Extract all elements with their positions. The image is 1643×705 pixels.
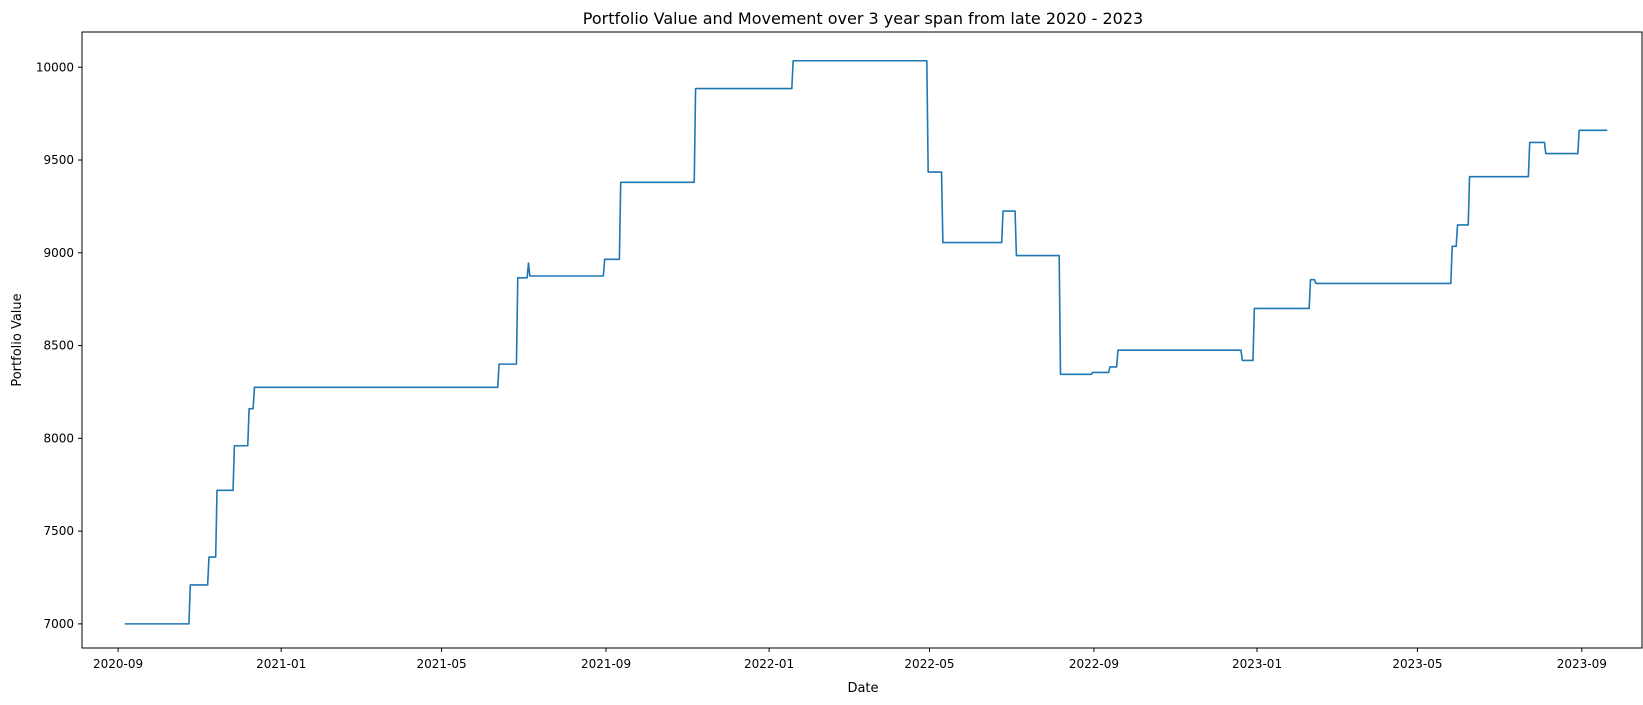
- y-tick-label: 8500: [43, 339, 74, 353]
- axes: [81, 31, 1643, 649]
- x-tick-label: 2022-05: [904, 657, 954, 671]
- x-axis-label: Date: [847, 681, 878, 696]
- y-tick-label: 7000: [43, 617, 74, 631]
- y-tick-label: 9000: [43, 246, 74, 260]
- series-group: [124, 59, 1608, 625]
- y-tick-label: 9500: [43, 153, 74, 167]
- x-tick-label: 2021-09: [581, 657, 631, 671]
- x-tick-label: 2023-05: [1392, 657, 1442, 671]
- x-tick-label: 2022-01: [744, 657, 794, 671]
- x-tick-label: 2021-05: [417, 657, 467, 671]
- x-tick-label: 2023-09: [1557, 657, 1607, 671]
- x-tick-label: 2023-01: [1232, 657, 1282, 671]
- x-tick-label: 2021-01: [256, 657, 306, 671]
- y-tick-label: 8000: [43, 431, 74, 445]
- y-tick-label: 10000: [36, 60, 74, 74]
- x-tick-label: 2022-09: [1069, 657, 1119, 671]
- chart-title: Portfolio Value and Movement over 3 year…: [583, 9, 1143, 28]
- x-tick-label: 2020-09: [93, 657, 143, 671]
- y-axis-label: Portfolio Value: [10, 293, 25, 386]
- plot-frame: [81, 31, 1643, 649]
- series-line-0: [124, 59, 1608, 625]
- axis-ticks: 2020-09 2021-01 2021-05 2021-09 2022-01 2022-…: [36, 60, 1607, 671]
- y-tick-label: 7500: [43, 524, 74, 538]
